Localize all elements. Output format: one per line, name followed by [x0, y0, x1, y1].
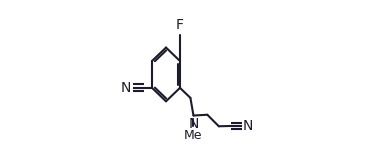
Text: N: N	[243, 119, 253, 133]
Text: N: N	[121, 81, 131, 95]
Text: Me: Me	[184, 129, 203, 142]
Text: N: N	[188, 117, 199, 131]
Text: F: F	[176, 18, 184, 32]
